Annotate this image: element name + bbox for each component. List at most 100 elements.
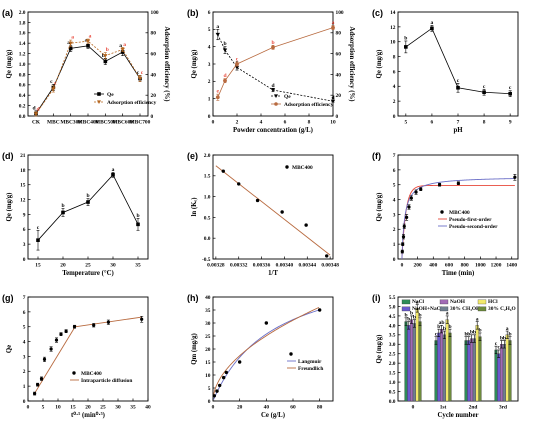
significance-letter: b: [473, 330, 476, 336]
y-tick-label: 5: [208, 27, 211, 33]
fit-curve-freundlich: [213, 306, 320, 395]
legend-marker: [72, 371, 76, 375]
legend-swatch: [477, 299, 487, 305]
data-point: [237, 182, 241, 186]
data-point: [215, 32, 220, 37]
legend-label: MBC400: [449, 210, 470, 216]
y2-axis-label: Adsorption efficiency (%): [348, 26, 355, 101]
x-tick-label: 5: [404, 120, 407, 126]
significance-letter: b: [106, 47, 109, 53]
significance-letter: c: [37, 225, 40, 231]
significance-letter: c: [137, 70, 140, 76]
data-point: [235, 62, 239, 66]
y2-tick-label: 0: [336, 114, 339, 120]
y-tick-label: 1.0: [204, 195, 211, 201]
y2-tick-label: 100: [336, 10, 344, 16]
data-point: [409, 196, 413, 200]
x-tick-label: 5: [42, 405, 45, 411]
data-point: [49, 347, 53, 351]
panel-label: (i): [372, 293, 381, 303]
plot-frame: [397, 154, 519, 260]
data-point: [513, 175, 517, 179]
significance-letter: a: [112, 167, 115, 173]
significance-letter: c: [483, 84, 486, 90]
y-axis-label: Qe (mg/g): [376, 193, 383, 222]
x-tick-label: 10: [55, 405, 61, 411]
y2-tick-label: 80: [336, 31, 342, 37]
data-point: [92, 323, 96, 327]
x-tick-label: 0.00332: [230, 263, 248, 269]
y-axis-label: Qe (mg/g): [191, 50, 198, 79]
bar: [494, 349, 498, 402]
bar: [445, 319, 449, 402]
fit-segment: [33, 324, 77, 395]
legend-label: Qe: [107, 92, 114, 98]
significance-letter: b: [410, 311, 413, 317]
x-tick-label: 7: [457, 120, 460, 126]
y-tick-label: 0.0: [389, 399, 396, 405]
significance-letter: a: [89, 34, 92, 40]
data-point: [106, 320, 110, 324]
bar: [508, 340, 512, 402]
panel-label: (c): [372, 8, 383, 18]
legend-marker: [285, 165, 289, 169]
data-point: [111, 173, 115, 177]
y-tick-label: 5.5: [389, 295, 396, 301]
bar: [412, 323, 416, 402]
plot-frame: [397, 11, 519, 117]
significance-letter: b: [467, 332, 470, 338]
x-tick-label: 20: [85, 405, 91, 411]
legend-swatch: [439, 306, 449, 312]
data-point: [271, 45, 275, 50]
x-tick-label: 8: [483, 120, 486, 126]
y-tick-label: 3.5: [389, 333, 396, 339]
x-tick-label: 30: [115, 405, 121, 411]
data-point: [137, 76, 143, 81]
legend-label: Adsorption efficiency: [107, 100, 157, 106]
data-point: [234, 65, 240, 70]
y-axis-label: Qe (mg/g): [376, 50, 383, 79]
data-point: [237, 360, 242, 364]
data-point: [270, 88, 276, 92]
panel-i: (i) 0.0 0.5 1.0 1.5 2.0 2.5 3.0 3.5 4.0 4.5 5.0 5.5 Q…: [372, 293, 519, 419]
data-point: [255, 198, 260, 203]
x-tick-label: 80: [317, 405, 323, 411]
legend-label: 30% CH₃OH: [450, 306, 481, 312]
significance-letter: c: [141, 70, 144, 76]
y-tick-label: 10: [205, 373, 211, 379]
y-tick-label: 2: [23, 369, 26, 375]
data-point: [405, 215, 409, 219]
y-tick-label: 3.0: [389, 342, 396, 348]
fit-curve-pfo: [401, 185, 515, 260]
significance-letter: b: [448, 324, 451, 330]
series-line-0: [217, 34, 334, 102]
y-axis-label: Qe (mg/g): [6, 193, 13, 222]
data-point: [404, 45, 408, 49]
bar: [418, 321, 422, 402]
data-point: [401, 242, 405, 246]
x-tick-label: MBC400: [78, 120, 99, 126]
x-tick-label: 9: [509, 120, 512, 126]
bar: [497, 353, 501, 402]
data-point: [437, 183, 442, 187]
data-point: [120, 50, 125, 54]
significance-letter: b: [464, 332, 467, 338]
x-tick-label: 400: [429, 263, 437, 269]
legend-marker: [440, 210, 444, 214]
legend-label: Pseudo-first-order: [449, 217, 492, 223]
x-tick-label: 25: [85, 263, 91, 269]
y-tick-label: 0: [208, 114, 211, 120]
x-tick-label: MBC300: [60, 120, 81, 126]
bar: [472, 338, 476, 402]
y-tick-label: 5: [23, 325, 26, 331]
y-tick-label: 0.8: [19, 72, 26, 78]
y-tick-label: 0.6: [19, 83, 26, 89]
data-point: [456, 85, 460, 90]
y2-axis-label: Adsorption efficiency (%): [163, 26, 170, 101]
significance-letter: a: [216, 24, 219, 30]
data-point: [86, 44, 90, 48]
significance-letter: e: [217, 89, 220, 95]
x-tick-label: 15: [35, 263, 41, 269]
x-tick-label: 8: [308, 120, 311, 126]
